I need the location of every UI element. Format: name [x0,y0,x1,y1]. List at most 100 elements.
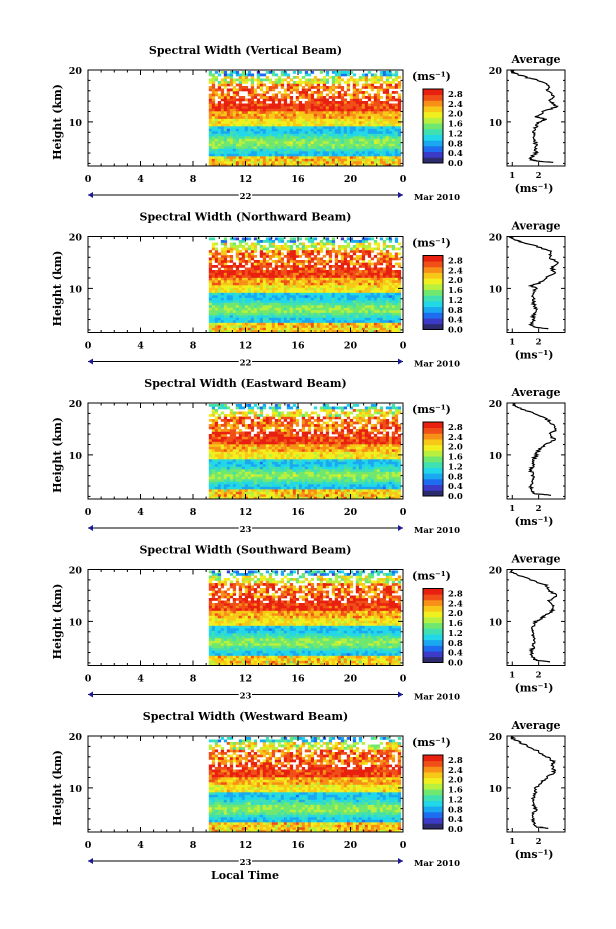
heatmap-cell [241,136,246,139]
heatmap-cell [280,103,285,107]
heatmap-cell [292,295,297,298]
heatmap-cell [223,305,228,308]
heatmap-cell [268,126,273,129]
heatmap-cell [334,111,339,114]
heatmap-cell [382,111,387,114]
heatmap-cell [394,71,399,74]
heatmap-cell [367,272,372,276]
heatmap-cell [241,491,246,495]
heatmap-cell [235,158,240,162]
heatmap-cell [238,128,243,132]
heatmap-cell [391,302,396,306]
heatmap-cell [217,116,222,119]
heatmap-cell [334,118,339,122]
heatmap-cell [232,325,237,328]
heatmap-cell [319,148,324,152]
heatmap-cell [232,123,237,127]
heatmap-cell [238,245,243,248]
heatmap-cell [283,277,288,281]
heatmap-cell [220,322,225,326]
heatmap-cell [259,277,264,281]
heatmap-cell [352,161,357,164]
heatmap-cell [241,118,246,122]
heatmap-cell [274,327,279,331]
heatmap-cell [382,491,387,495]
heatmap-cell [226,491,231,495]
colorbar-swatch [423,301,443,308]
heatmap-cell [388,151,393,154]
heatmap-cell [289,126,294,129]
heatmap-cell [370,121,375,124]
heatmap-cell [277,131,282,134]
heatmap-cell [217,272,222,276]
heatmap-cell [397,131,402,134]
heatmap-cell [331,148,336,152]
heatmap-cell [250,118,255,122]
heatmap-cell [367,106,372,109]
heatmap-cell [328,282,333,286]
heatmap-cell [268,103,273,107]
heatmap-cell [208,252,213,256]
heatmap-cell [280,491,285,495]
heatmap-cell [340,126,345,129]
heatmap-cell [325,131,330,134]
heatmap-cell [256,317,261,321]
heatmap-cell [352,113,357,117]
heatmap-cell [208,136,213,139]
heatmap-cell [349,275,354,278]
heatmap-cell [259,252,264,256]
heatmap-cell [217,484,222,487]
heatmap-cell [274,131,279,134]
heatmap-cell [382,247,387,251]
heatmap-cell [259,128,264,132]
heatmap-cell [256,290,261,293]
heatmap-cell [385,126,390,129]
heatmap-cell [307,270,312,273]
heatmap-cell [307,486,312,490]
heatmap-cell [346,136,351,139]
heatmap-cell [286,494,291,497]
heatmap-cell [385,113,390,117]
heatmap-cell [214,163,219,167]
heatmap-cell [280,237,285,241]
heatmap-cell [304,327,309,331]
heatmap-cell [274,292,279,296]
heatmap-cell [265,315,270,318]
heatmap-cell [397,148,402,152]
heatmap-cell [358,270,363,273]
heatmap-cell [208,96,213,99]
heatmap-cell [232,484,237,487]
heatmap-cell [253,113,258,117]
heatmap-cell [388,237,393,241]
heatmap-cell [352,96,357,99]
heatmap-cell [373,272,378,276]
heatmap-cell [346,123,351,127]
heatmap-cell [394,302,399,306]
heatmap-cell [355,282,360,286]
heatmap-cell [319,257,324,261]
heatmap-cell [208,491,213,495]
heatmap-cell [364,287,369,291]
heatmap-cell [361,491,366,495]
heatmap-cell [271,275,276,278]
heatmap-cell [247,78,252,82]
heatmap-cell [319,305,324,308]
heatmap-cell [313,113,318,117]
heatmap-cell [352,143,357,147]
heatmap-cell [223,240,228,243]
heatmap-cell [349,118,354,122]
heatmap-cell [376,131,381,134]
heatmap-cell [343,143,348,147]
heatmap-cell [253,317,258,321]
heatmap-cell [310,325,315,328]
heatmap-cell [313,143,318,147]
heatmap-cell [307,315,312,318]
heatmap-cell [367,113,372,117]
heatmap-cell [250,153,255,157]
heatmap-cell [256,111,261,114]
heatmap-cell [217,260,222,263]
heatmap-cell [352,322,357,326]
heatmap-cell [337,247,342,251]
heatmap-cell [244,131,249,134]
heatmap-cell [394,307,399,311]
